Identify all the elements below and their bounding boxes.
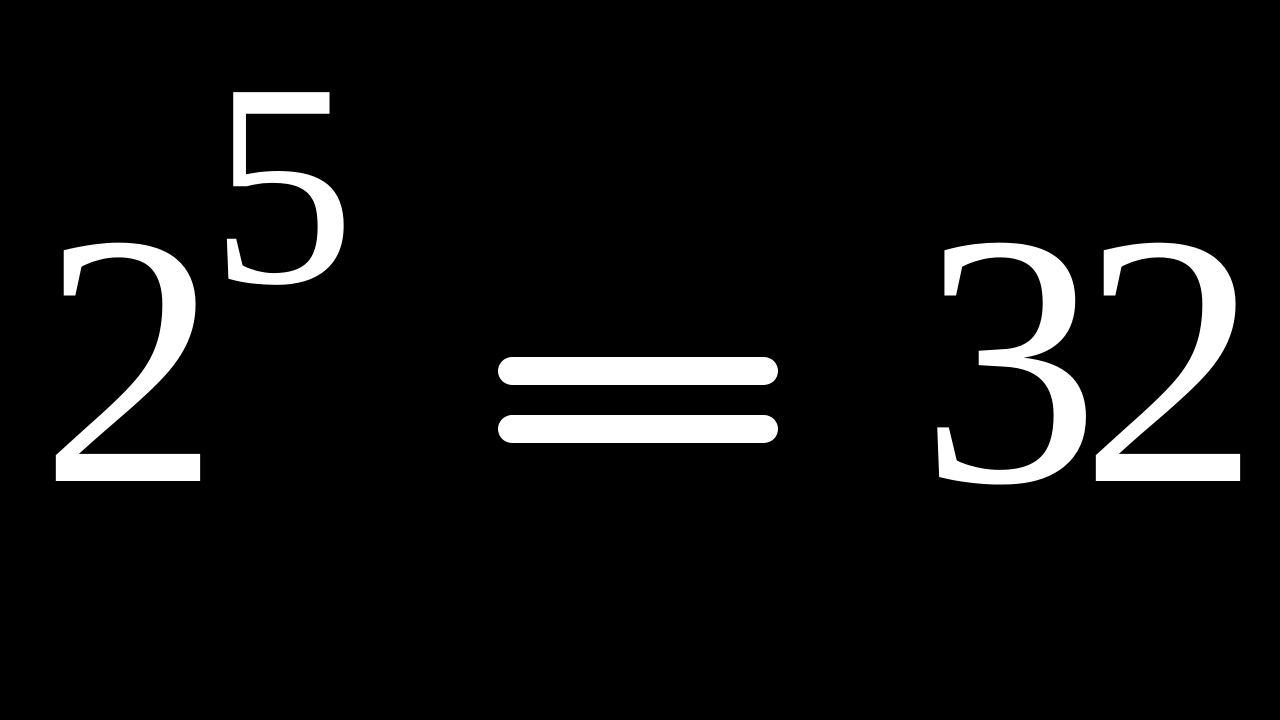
equals-sign <box>498 357 778 443</box>
equals-bar-bottom <box>498 415 778 443</box>
base-number: 2 <box>40 180 220 540</box>
exponent-number: 5 <box>210 40 355 330</box>
equals-bar-top <box>498 357 778 385</box>
result-number: 32 <box>920 180 1240 540</box>
equation-left-side: 2 5 <box>40 180 355 540</box>
math-equation: 2 5 32 <box>0 180 1280 540</box>
